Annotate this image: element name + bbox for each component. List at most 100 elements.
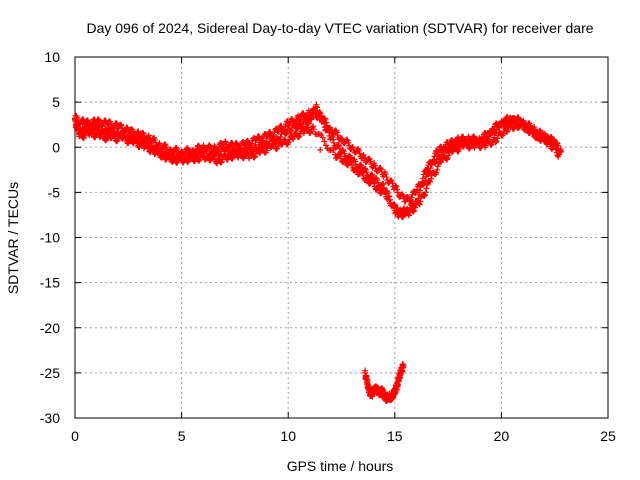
point-sdtvar-lower-band <box>270 140 277 147</box>
point-sdtvar-lower-band <box>492 139 499 146</box>
point-sdtvar-upper-band <box>440 147 447 154</box>
point-sdtvar-lower-band <box>330 146 337 153</box>
point-sdtvar-upper-band <box>173 144 180 151</box>
data-points <box>72 101 565 405</box>
point-sdtvar-upper-band <box>537 127 544 134</box>
point-sdtvar-upper-band <box>413 186 420 193</box>
point-sdtvar-upper-band <box>135 128 142 135</box>
y-tick-label: 0 <box>52 139 60 155</box>
point-sdtvar-upper-band <box>372 162 379 169</box>
point-sdtvar-lower-band <box>306 129 313 136</box>
x-tick-label: 25 <box>600 428 616 444</box>
point-sdtvar-main <box>416 187 423 194</box>
point-sdtvar-lower-band <box>348 162 355 169</box>
point-sdtvar-upper-band <box>429 160 436 167</box>
point-sdtvar-upper-band <box>345 139 352 146</box>
x-tick-label: 10 <box>280 428 296 444</box>
point-sdtvar-upper-band <box>361 154 368 161</box>
point-sdtvar-lower-band <box>391 201 398 208</box>
point-sdtvar-upper-band <box>334 132 341 139</box>
point-sdtvar-lower-band <box>392 202 399 209</box>
point-sdtvar-lower-band <box>423 185 430 192</box>
point-sdtvar-lower-band <box>110 132 117 139</box>
point-sdtvar-upper-band <box>322 116 329 123</box>
point-sdtvar-upper-band <box>489 129 496 136</box>
point-sdtvar-upper-band <box>400 192 407 199</box>
point-sdtvar-lower-band <box>319 134 326 141</box>
point-sdtvar-lower-band <box>456 146 463 153</box>
point-sdtvar-lower-band <box>427 178 434 185</box>
point-sdtvar-main <box>335 141 342 148</box>
point-sdtvar-lower-band <box>188 152 195 159</box>
point-sdtvar-upper-band <box>356 150 363 157</box>
point-sdtvar-lower-band <box>248 149 255 156</box>
y-tick-label: 5 <box>52 94 60 110</box>
point-sdtvar-lower-band <box>342 157 349 164</box>
point-sdtvar-upper-band <box>360 151 367 158</box>
point-sdtvar-upper-band <box>317 112 324 119</box>
point-sdtvar-lower-band <box>437 159 444 166</box>
point-sdtvar-lower-band <box>546 137 553 144</box>
point-sdtvar-lower-band <box>154 146 161 153</box>
point-sdtvar-lower-band <box>251 154 258 161</box>
point-sdtvar-upper-band <box>392 182 399 189</box>
point-sdtvar-lower-band <box>322 142 329 149</box>
point-sdtvar-upper-band <box>145 132 152 139</box>
point-sdtvar-lower-band <box>337 153 344 160</box>
point-sdtvar-upper-band <box>349 144 356 151</box>
point-sdtvar-lower-band <box>421 191 428 198</box>
point-sdtvar-isolated-cluster <box>400 362 407 369</box>
point-sdtvar-lower-band <box>375 184 382 191</box>
point-sdtvar-lower-band <box>422 189 429 196</box>
point-sdtvar-lower-band <box>551 143 558 150</box>
point-sdtvar-lower-band <box>445 152 452 159</box>
y-tick-label: -15 <box>40 275 60 291</box>
point-sdtvar-lower-band <box>235 154 242 161</box>
y-tick-label: -20 <box>40 320 60 336</box>
point-sdtvar-upper-band <box>442 144 449 151</box>
point-sdtvar-lower-band <box>412 204 419 211</box>
point-sdtvar-lower-band <box>480 138 487 145</box>
point-sdtvar-upper-band <box>233 140 240 147</box>
point-sdtvar-lower-band <box>310 123 317 130</box>
grid <box>75 57 608 418</box>
point-sdtvar-lower-band <box>552 146 559 153</box>
point-sdtvar-lower-band <box>236 148 243 155</box>
point-sdtvar-lower-band <box>433 169 440 176</box>
point-sdtvar-upper-band <box>417 182 424 189</box>
point-sdtvar-lower-band <box>150 144 157 151</box>
point-sdtvar-upper-band <box>211 142 218 149</box>
point-sdtvar-lower-band <box>523 124 530 131</box>
point-sdtvar-upper-band <box>275 128 282 135</box>
point-sdtvar-lower-band <box>428 175 435 182</box>
point-sdtvar-upper-band <box>402 198 409 205</box>
point-sdtvar-lower-band <box>386 196 393 203</box>
point-sdtvar-upper-band <box>95 116 102 123</box>
point-sdtvar-upper-band <box>408 194 415 201</box>
point-sdtvar-main <box>380 181 387 188</box>
point-sdtvar-lower-band <box>195 157 202 164</box>
point-sdtvar-upper-band <box>429 159 436 166</box>
point-sdtvar-upper-band <box>383 174 390 181</box>
x-tick-label: 15 <box>387 428 403 444</box>
point-sdtvar-upper-band <box>323 119 330 126</box>
point-sdtvar-lower-band <box>369 177 376 184</box>
point-sdtvar-upper-band <box>430 156 437 163</box>
point-sdtvar-lower-band <box>417 198 424 205</box>
point-sdtvar-upper-band <box>343 136 350 143</box>
point-sdtvar-upper-band <box>333 129 340 136</box>
point-sdtvar-lower-band <box>268 144 275 151</box>
point-sdtvar-lower-band <box>381 188 388 195</box>
point-sdtvar-upper-band <box>515 114 522 121</box>
y-tick-label: -25 <box>40 365 60 381</box>
point-sdtvar-lower-band <box>463 139 470 146</box>
point-sdtvar-lower-band <box>359 170 366 177</box>
point-sdtvar-outlier <box>317 146 324 153</box>
point-sdtvar-lower-band <box>352 165 359 172</box>
point-sdtvar-lower-band <box>360 172 367 179</box>
point-sdtvar-lower-band <box>529 125 536 132</box>
point-sdtvar-upper-band <box>253 137 260 144</box>
x-tick-label: 20 <box>494 428 510 444</box>
point-sdtvar-lower-band <box>273 146 280 153</box>
point-sdtvar-lower-band <box>434 163 441 170</box>
